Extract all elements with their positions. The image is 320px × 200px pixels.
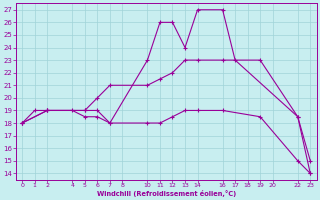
X-axis label: Windchill (Refroidissement éolien,°C): Windchill (Refroidissement éolien,°C)	[97, 190, 236, 197]
